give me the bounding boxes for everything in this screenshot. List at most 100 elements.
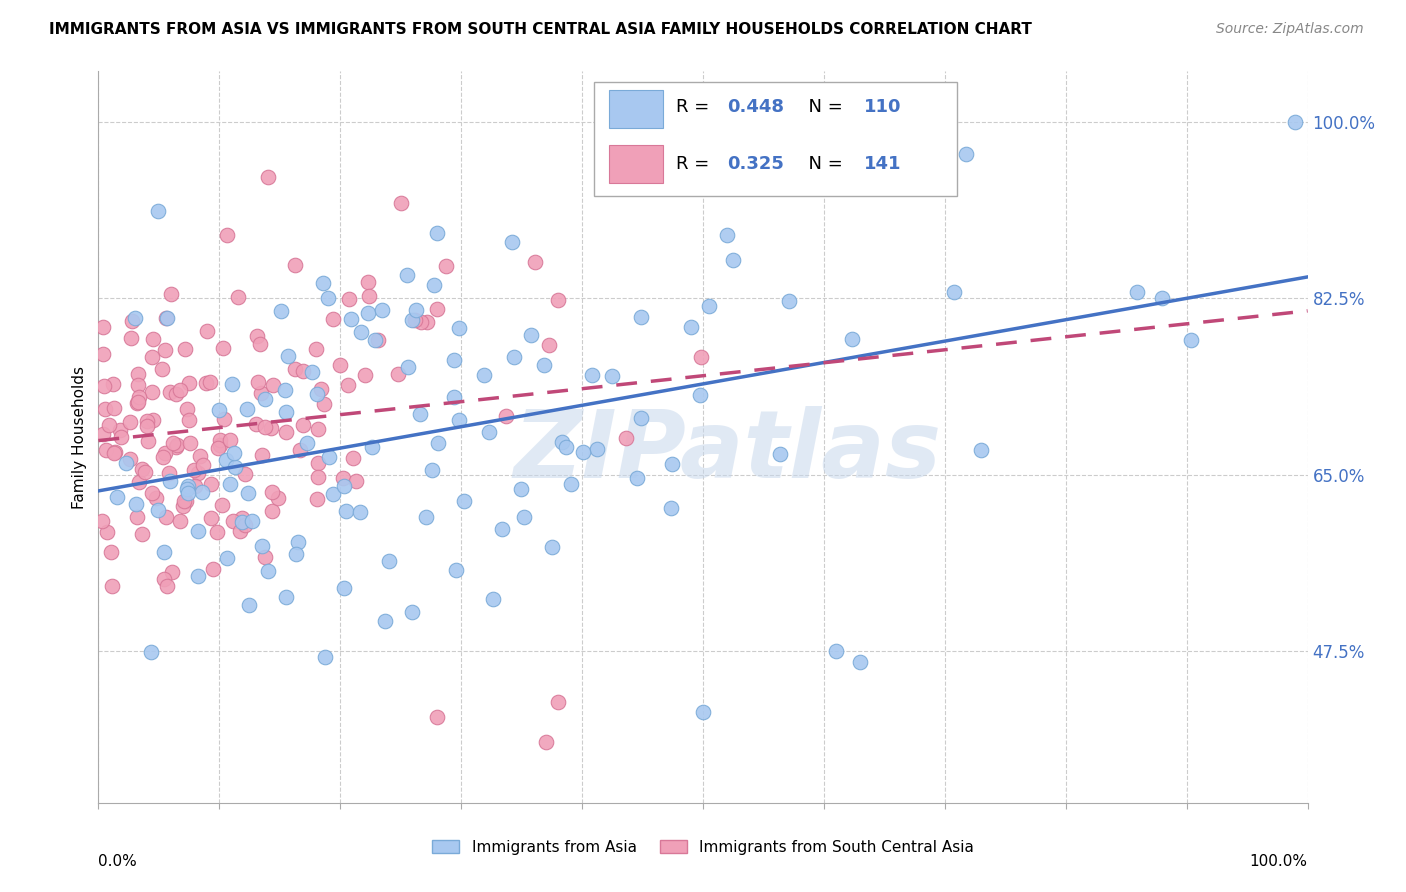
Point bbox=[150, 362, 173, 376]
Point bbox=[152, 450, 174, 464]
Point bbox=[101, 579, 124, 593]
Point bbox=[155, 446, 177, 460]
Point bbox=[955, 146, 977, 161]
Point bbox=[333, 479, 356, 493]
Point bbox=[207, 442, 229, 456]
Point bbox=[96, 524, 118, 539]
Point bbox=[118, 451, 141, 466]
Point bbox=[661, 457, 683, 471]
Point bbox=[228, 290, 250, 304]
Point bbox=[176, 401, 198, 416]
Legend: Immigrants from Asia, Immigrants from South Central Asia: Immigrants from Asia, Immigrants from So… bbox=[426, 834, 980, 861]
Point bbox=[274, 425, 297, 439]
Point bbox=[276, 405, 298, 419]
Point bbox=[91, 319, 114, 334]
Point bbox=[318, 450, 340, 465]
Point bbox=[534, 735, 557, 749]
Point bbox=[426, 301, 449, 316]
Point bbox=[121, 314, 143, 328]
Point bbox=[336, 378, 359, 392]
Point bbox=[125, 497, 148, 511]
Point bbox=[778, 294, 800, 309]
Point bbox=[409, 315, 432, 329]
Point bbox=[146, 503, 169, 517]
Point bbox=[495, 409, 517, 424]
Point bbox=[222, 515, 245, 529]
Point bbox=[510, 482, 533, 496]
Point bbox=[262, 504, 284, 518]
Point bbox=[141, 385, 163, 400]
Point bbox=[125, 395, 148, 409]
Point bbox=[690, 350, 713, 364]
Point bbox=[524, 255, 547, 269]
Point bbox=[231, 511, 253, 525]
Point bbox=[162, 436, 184, 450]
Text: N =: N = bbox=[797, 98, 849, 116]
Point bbox=[1180, 334, 1202, 348]
Point bbox=[389, 195, 412, 210]
Point bbox=[342, 451, 364, 466]
Point bbox=[415, 510, 437, 524]
Point bbox=[364, 333, 387, 347]
Point bbox=[253, 419, 276, 434]
Point bbox=[166, 438, 188, 452]
Point bbox=[307, 387, 329, 401]
Point bbox=[401, 605, 423, 619]
Point bbox=[396, 359, 419, 374]
Point bbox=[337, 293, 360, 307]
Point bbox=[405, 302, 427, 317]
Text: ZIPatlas: ZIPatlas bbox=[513, 406, 941, 498]
Point bbox=[128, 475, 150, 489]
Point bbox=[201, 562, 224, 576]
Text: IMMIGRANTS FROM ASIA VS IMMIGRANTS FROM SOUTH CENTRAL ASIA FAMILY HOUSEHOLDS COR: IMMIGRANTS FROM ASIA VS IMMIGRANTS FROM … bbox=[49, 22, 1032, 37]
Point bbox=[550, 434, 572, 449]
Point bbox=[630, 310, 652, 325]
Point bbox=[434, 259, 457, 273]
Point bbox=[360, 440, 382, 454]
Point bbox=[285, 547, 308, 561]
Point bbox=[256, 170, 278, 185]
Point bbox=[142, 332, 165, 346]
Point bbox=[292, 417, 315, 432]
Point bbox=[215, 551, 238, 566]
Point bbox=[103, 401, 125, 416]
Point bbox=[208, 402, 231, 417]
Point bbox=[131, 462, 153, 476]
Point bbox=[231, 515, 253, 529]
Point bbox=[721, 253, 744, 268]
Point bbox=[128, 390, 150, 404]
Point bbox=[541, 540, 564, 554]
Point bbox=[200, 511, 222, 525]
Point bbox=[716, 228, 738, 243]
Point bbox=[141, 350, 163, 364]
Point bbox=[247, 376, 270, 390]
Point bbox=[155, 310, 177, 325]
Point bbox=[572, 445, 595, 459]
Point bbox=[127, 367, 149, 381]
Point bbox=[370, 303, 392, 318]
Point bbox=[616, 431, 638, 445]
Point bbox=[229, 524, 252, 538]
Point bbox=[235, 467, 257, 482]
Point bbox=[200, 477, 222, 491]
Point bbox=[91, 515, 114, 529]
Point bbox=[245, 417, 267, 431]
Point bbox=[246, 329, 269, 343]
Point bbox=[1284, 115, 1306, 129]
Point bbox=[349, 505, 371, 519]
Point bbox=[970, 442, 993, 457]
Point bbox=[91, 427, 114, 442]
Text: Source: ZipAtlas.com: Source: ZipAtlas.com bbox=[1216, 22, 1364, 37]
Point bbox=[252, 448, 274, 462]
Point bbox=[145, 491, 167, 505]
Point bbox=[187, 569, 209, 583]
Point bbox=[250, 539, 273, 553]
Point bbox=[305, 342, 328, 356]
Point bbox=[224, 459, 246, 474]
Point bbox=[443, 353, 465, 368]
Point bbox=[207, 525, 229, 540]
Point bbox=[359, 289, 381, 303]
Point bbox=[260, 421, 283, 435]
Point bbox=[447, 321, 470, 335]
Point bbox=[329, 358, 352, 372]
